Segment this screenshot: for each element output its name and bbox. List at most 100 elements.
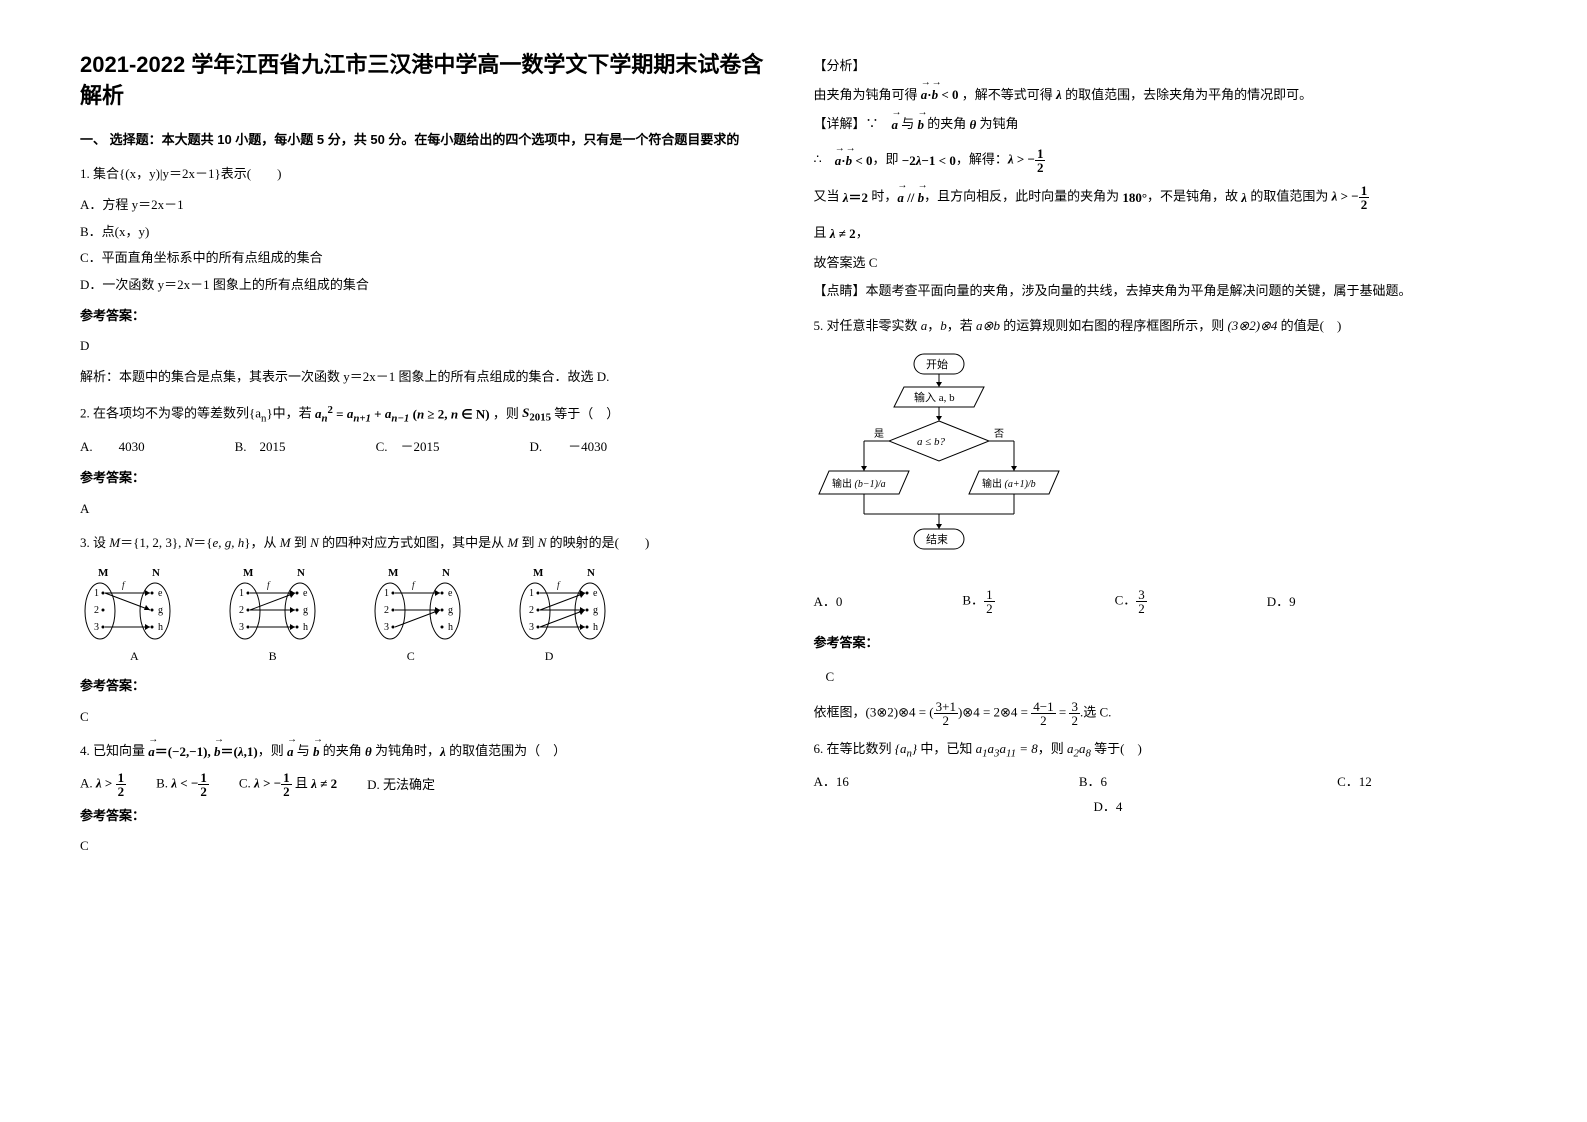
q5-D: D．9 [1267,590,1296,615]
svg-text:h: h [448,622,453,633]
svg-text:e: e [448,588,453,599]
svg-text:2: 2 [239,605,244,616]
q3-label-A: A [130,645,139,668]
svg-text:e: e [593,588,598,599]
q5-options: A．0 B．12 C．32 D．9 [814,588,1508,615]
q6-B: B．6 [1079,770,1107,795]
q1-D: D．一次函数 y＝2x－1 图象上的所有点组成的集合 [80,273,774,298]
q4-answer: C [80,834,774,859]
analysis-p3: 又当 λ＝2 时，a // b，且方向相反，此时向量的夹角为 180°，不是钝角… [814,184,1508,211]
svg-text:N: N [587,567,595,579]
flowchart-svg: 开始 输入 a, b a ≤ b? 是 输出 (b−1)/a 否 输出 (a+1… [814,349,1074,569]
svg-text:g: g [448,605,453,616]
q2-stem-mid: }中，若 [266,406,315,421]
q5-answer: C [826,665,1508,690]
svg-text:M: M [98,567,109,579]
svg-text:N: N [152,567,160,579]
q5-answer-label: 参考答案： [814,631,1508,656]
q4-D: D. 无法确定 [367,773,435,798]
svg-text:e: e [158,588,163,599]
q3-answer: C [80,705,774,730]
svg-text:1: 1 [529,588,534,599]
svg-text:3: 3 [239,622,244,633]
q2-stem: 2. 在各项均不为零的等差数列{an}中，若 an2 = an+1 + an−1… [80,400,774,429]
svg-text:1: 1 [239,588,244,599]
svg-text:M: M [533,567,544,579]
q4-answer-label: 参考答案： [80,804,774,829]
svg-text:3: 3 [529,622,534,633]
q6-options-row2: D．4 [814,795,1508,820]
svg-text:g: g [158,605,163,616]
q1-stem: 1. 集合{(x，y)|y＝2x－1}表示( ) [80,162,774,187]
q2-A: A. 4030 [80,435,145,460]
q6-C: C．12 [1337,770,1372,795]
q1-B: B．点(x，y) [80,220,774,245]
svg-text:g: g [593,605,598,616]
svg-text:M: M [243,567,254,579]
q2-answer-label: 参考答案： [80,466,774,491]
q1-answer: D [80,334,774,359]
q5-analysis: 依框图，(3⊗2)⊗4 = (3+12)⊗4 = 2⊗4 = 4−12 = 32… [814,700,1508,727]
q6-D: D．4 [1094,799,1123,814]
fc-no: 否 [994,428,1004,440]
svg-text:N: N [297,567,305,579]
svg-text:3: 3 [384,622,389,633]
svg-text:h: h [158,622,163,633]
svg-text:3: 3 [94,622,99,633]
analysis-h3: 【点睛】本题考查平面向量的夹角，涉及向量的共线，去掉夹角为平角是解决问题的关键，… [814,279,1508,304]
analysis-h1: 【分析】 [814,54,1508,79]
analysis-p2: ∴ a·b < 0，即 −2λ−1 < 0，解得：λ > −12 [814,147,1508,174]
svg-text:M: M [388,567,399,579]
fc-cond: a ≤ b? [917,436,946,448]
fc-yes: 是 [874,428,884,440]
q6-options-row1: A．16 B．6 C．12 [814,770,1508,795]
exam-title: 2021-2022 学年江西省九江市三汉港中学高一数学文下学期期末试卷含解析 [80,50,774,112]
q2-stem-suffix: ，则 S2015 等于（ ） [493,406,619,421]
section-1-intro: 一、 选择题：本大题共 10 小题，每小题 5 分，共 50 分。在每小题给出的… [80,128,774,153]
fc-out2: 输出 (a+1)/b [982,477,1036,490]
analysis-p4: 故答案选 C [814,251,1508,276]
q2-D: D. －4030 [529,435,607,460]
q6-stem: 6. 在等比数列 {an} 中，已知 a1a3a11 = 8，则 a2a8 等于… [814,737,1508,764]
svg-text:f: f [267,580,271,590]
right-column: 【分析】 由夹角为钝角可得 a·b < 0 ，解不等式可得 λ 的取值范围，去除… [794,50,1528,1072]
svg-text:2: 2 [529,605,534,616]
svg-text:f: f [557,580,561,590]
mapping-A-svg: M N 123 egh f [80,566,175,641]
q4-C: C. λ > −12 且 λ ≠ 2 [239,771,337,798]
q3-stem: 3. 设 M＝{1, 2, 3}, N＝{e, g, h}，从 M 到 N 的四… [80,531,774,556]
q2-B: B. 2015 [235,435,286,460]
q5-stem: 5. 对任意非零实数 a，b，若 a⊗b 的运算规则如右图的程序框图所示，则 (… [814,314,1508,339]
analysis-p3b: 且 λ ≠ 2， [814,221,1508,246]
mapping-C: M N 1 2 3 egh f [370,566,465,641]
q3-label-B: B [269,645,277,668]
mapping-B: M N 123 egh f [225,566,320,641]
flowchart: 开始 输入 a, b a ≤ b? 是 输出 (b−1)/a 否 输出 (a+1… [814,349,1508,578]
q3-label-D: D [545,645,554,668]
left-column: 2021-2022 学年江西省九江市三汉港中学高一数学文下学期期末试卷含解析 一… [60,50,794,1072]
q2-formula: an2 = an+1 + an−1 (n ≥ 2, n ∈ N) [315,400,490,429]
svg-text:f: f [122,580,126,590]
q2-answer: A [80,497,774,522]
q4-stem: 4. 已知向量 a＝(−2,−1), b＝(λ,1)，则 a 与 b 的夹角 θ… [80,739,774,764]
mapping-D: M N 1 2 3 egh f [515,566,610,641]
q1-answer-label: 参考答案： [80,304,774,329]
analysis-h2: 【详解】∵ a 与 b 的夹角 θ 为钝角 [814,112,1508,137]
q3-label-C: C [407,645,415,668]
svg-text:f: f [412,580,416,590]
fc-start: 开始 [926,357,948,371]
q4-A: A. λ > 12 [80,771,126,798]
q5-A: A．0 [814,590,843,615]
svg-text:g: g [303,605,308,616]
q6-A: A．16 [814,770,849,795]
svg-text:h: h [303,622,308,633]
svg-text:h: h [593,622,598,633]
q1-A: A．方程 y＝2x－1 [80,193,774,218]
q1-analysis: 解析：本题中的集合是点集，其表示一次函数 y＝2x－1 图象上的所有点组成的集合… [80,365,774,390]
svg-text:N: N [442,567,450,579]
fc-input: 输入 a, b [914,390,955,404]
svg-text:1: 1 [384,588,389,599]
svg-text:2: 2 [384,605,389,616]
q2-C: C. －2015 [376,435,440,460]
svg-text:1: 1 [94,588,99,599]
